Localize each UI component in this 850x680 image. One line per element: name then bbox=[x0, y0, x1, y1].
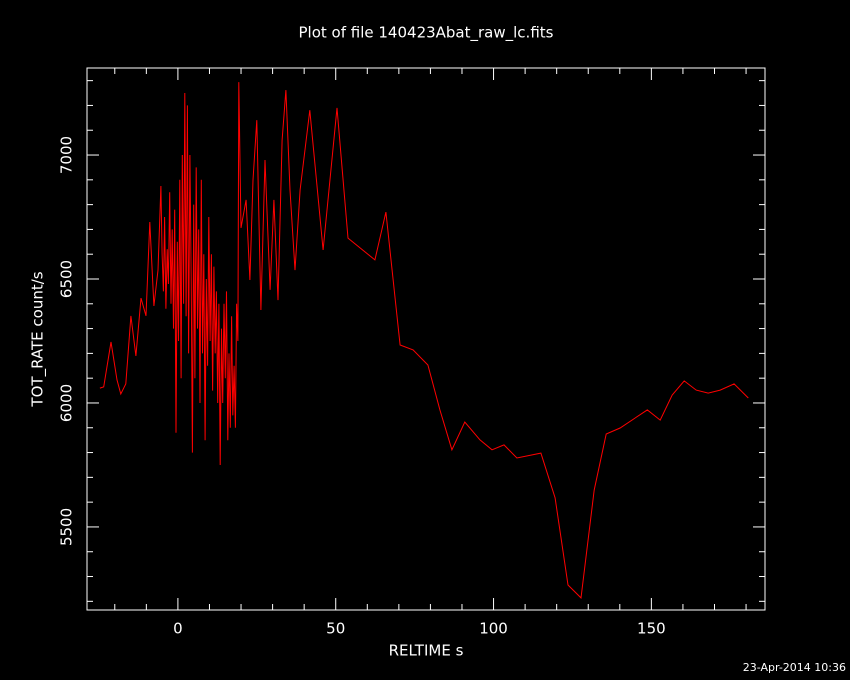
x-tick-label: 100 bbox=[479, 620, 508, 638]
x-tick-label: 50 bbox=[326, 620, 345, 638]
light-curve bbox=[99, 82, 749, 599]
x-tick-label: 150 bbox=[637, 620, 666, 638]
y-tick-label: 6500 bbox=[58, 260, 76, 298]
y-tick-label: 6000 bbox=[58, 384, 76, 422]
timestamp: 23-Apr-2014 10:36 bbox=[743, 661, 846, 674]
y-tick-label: 5500 bbox=[58, 508, 76, 546]
y-tick-label: 7000 bbox=[58, 136, 76, 174]
x-axis-label: RELTIME s bbox=[389, 642, 464, 660]
y-axis-label: TOT_RATE count/s bbox=[29, 271, 48, 407]
x-tick-label: 0 bbox=[173, 620, 183, 638]
plot-frame bbox=[86, 67, 766, 611]
chart-title: Plot of file 140423Abat_raw_lc.fits bbox=[299, 24, 554, 43]
